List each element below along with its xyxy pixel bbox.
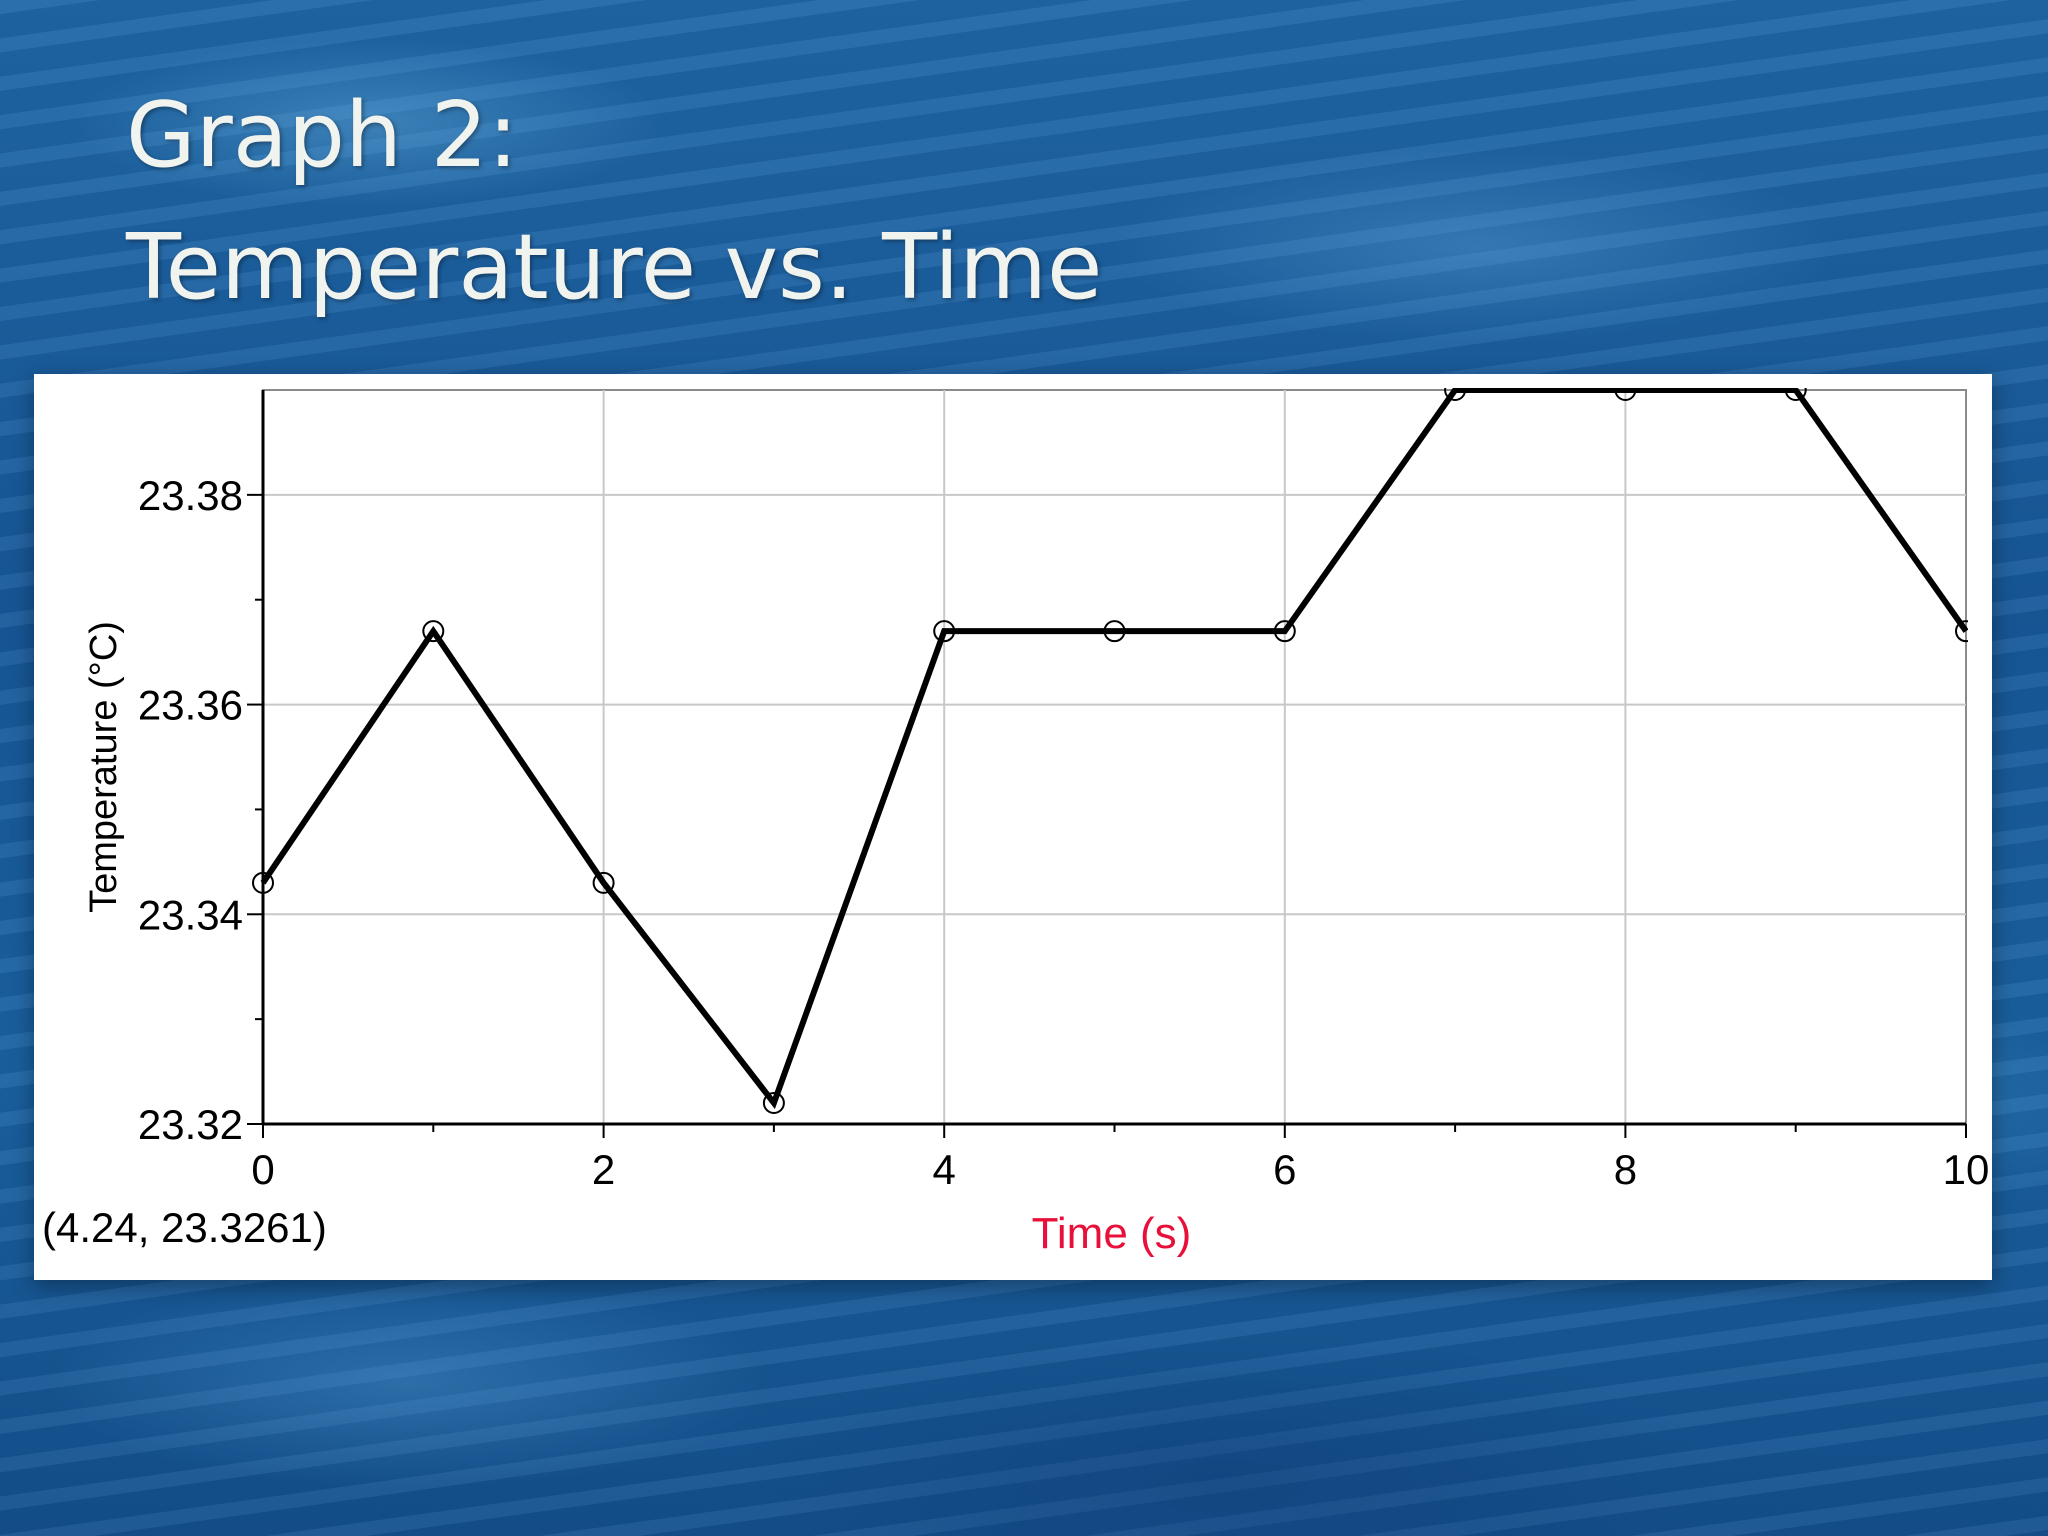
x-axis-label: Time (s) bbox=[1032, 1209, 1192, 1258]
temperature-time-chart: 0 2 4 6 8 10 23.32 23.34 23.36 23.38 Temperature … bbox=[42, 388, 1989, 1258]
x-tick-label: 2 bbox=[592, 1146, 615, 1193]
slide-title: Graph 2: Temperature vs. Time bbox=[126, 70, 1626, 334]
data-point bbox=[1444, 388, 1467, 401]
data-point bbox=[933, 620, 956, 643]
series-layer bbox=[252, 388, 1968, 1115]
data-point bbox=[1955, 620, 1968, 643]
slide-title-line-2: Temperature vs. Time bbox=[126, 215, 1103, 320]
cursor-readout: (4.24, 23.3261) bbox=[42, 1204, 327, 1251]
data-point bbox=[592, 871, 615, 894]
axis-layer: 0 2 4 6 8 10 23.32 23.34 23.36 23.38 bbox=[138, 390, 1989, 1193]
label-layer: Temperature (°C) Time (s) (4.24, 23.3261… bbox=[42, 621, 1191, 1258]
x-tick-label: 6 bbox=[1273, 1146, 1296, 1193]
data-point bbox=[1273, 620, 1296, 643]
chart-panel: 0 2 4 6 8 10 23.32 23.34 23.36 23.38 Temperature … bbox=[34, 374, 1992, 1280]
data-point bbox=[1614, 388, 1637, 401]
data-point bbox=[1784, 388, 1807, 401]
data-point bbox=[252, 871, 274, 894]
y-tick-label: 23.32 bbox=[138, 1101, 243, 1148]
y-axis-label: Temperature (°C) bbox=[83, 621, 125, 913]
x-tick-label: 10 bbox=[1943, 1146, 1990, 1193]
x-tick-label: 4 bbox=[933, 1146, 956, 1193]
y-tick-label: 23.36 bbox=[138, 682, 243, 729]
series-line bbox=[260, 388, 1968, 1110]
y-tick-label: 23.34 bbox=[138, 891, 243, 938]
y-tick-label: 23.38 bbox=[138, 472, 243, 519]
data-point bbox=[762, 1092, 785, 1115]
data-point bbox=[1103, 620, 1126, 643]
x-tick-label: 8 bbox=[1614, 1146, 1637, 1193]
slide-title-line-1: Graph 2: bbox=[126, 83, 519, 188]
data-point bbox=[422, 620, 445, 643]
x-tick-label: 0 bbox=[251, 1146, 274, 1193]
